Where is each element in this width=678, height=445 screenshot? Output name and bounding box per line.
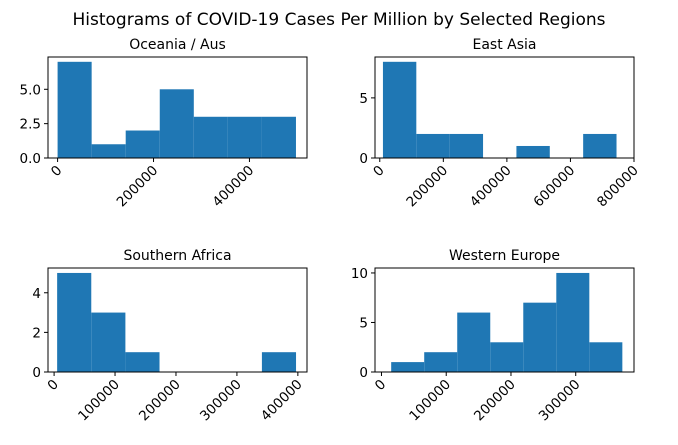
- histogram-bar: [424, 352, 458, 372]
- y-tick-label: 2.5: [20, 117, 41, 133]
- y-tick-label: 0: [359, 365, 368, 381]
- y-tick-label: 0.0: [20, 151, 41, 167]
- panel-title: East Asia: [473, 37, 537, 53]
- y-tick-label: 4: [32, 286, 41, 302]
- histogram-bar: [57, 61, 92, 158]
- histogram-bar: [261, 116, 296, 158]
- histogram-bar: [556, 272, 590, 372]
- histogram-bar: [449, 133, 484, 158]
- histogram-bar: [416, 133, 450, 158]
- histogram-bar: [516, 145, 550, 158]
- panel-title: Western Europe: [449, 248, 560, 264]
- histogram-bar: [57, 272, 92, 372]
- histogram-bar: [125, 130, 160, 158]
- axes-frame: [374, 267, 635, 373]
- axes-frame: [47, 267, 308, 373]
- histogram-bar: [91, 312, 126, 372]
- y-tick-label: 5: [359, 91, 368, 107]
- histogram-bar: [523, 302, 557, 372]
- figure-title: Histograms of COVID-19 Cases Per Million…: [72, 10, 605, 30]
- histogram-bar: [91, 144, 126, 158]
- histogram-bar: [382, 61, 417, 158]
- panel-title: Oceania / Aus: [129, 37, 226, 53]
- y-tick-label: 0: [32, 365, 41, 381]
- histogram-bar: [125, 352, 160, 372]
- histogram-bar: [391, 362, 425, 372]
- histogram-bar: [583, 133, 617, 158]
- y-tick-label: 10: [351, 266, 368, 282]
- histogram-bar: [490, 342, 524, 372]
- histogram-bar: [227, 116, 262, 158]
- histogram-bar: [457, 312, 491, 372]
- histogram-bar: [261, 352, 297, 372]
- axes-frame: [47, 56, 308, 159]
- histogram-bar: [193, 116, 228, 158]
- y-tick-label: 0: [359, 151, 368, 167]
- y-tick-label: 5.0: [20, 82, 41, 98]
- y-tick-label: 5: [359, 315, 368, 331]
- axes-frame: [374, 56, 635, 159]
- y-tick-label: 2: [32, 325, 41, 341]
- panel-title: Southern Africa: [123, 248, 231, 264]
- histogram-bar: [159, 89, 194, 158]
- histogram-bar: [589, 342, 623, 372]
